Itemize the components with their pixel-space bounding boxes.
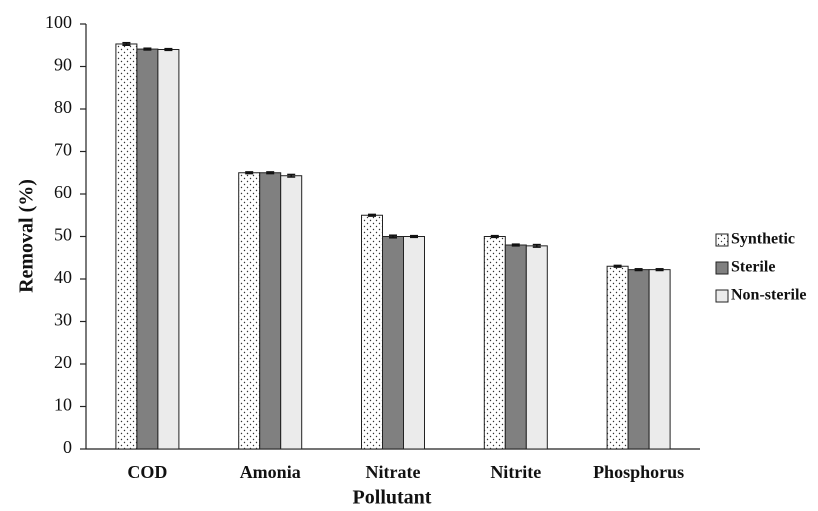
error-bar bbox=[164, 47, 173, 52]
x-axis-title: Pollutant bbox=[353, 487, 432, 509]
y-tick-label: 100 bbox=[45, 12, 72, 32]
error-bar bbox=[143, 47, 152, 51]
error-bar bbox=[266, 171, 275, 175]
bar bbox=[504, 244, 527, 450]
error-bar bbox=[287, 173, 296, 178]
bar bbox=[136, 48, 159, 450]
y-axis-title: Removal (%) bbox=[16, 179, 38, 293]
legend-label: Non-sterile bbox=[731, 287, 807, 304]
bar bbox=[483, 236, 506, 450]
error-bar bbox=[122, 41, 131, 46]
bar bbox=[382, 236, 404, 450]
x-tick-label: Nitrate bbox=[366, 462, 421, 482]
bar bbox=[259, 172, 282, 450]
y-tick-label: 30 bbox=[54, 310, 72, 330]
x-tick-label: Nitrite bbox=[490, 462, 541, 482]
y-tick-label: 60 bbox=[54, 182, 72, 202]
y-tick-label: 80 bbox=[54, 97, 72, 117]
bar bbox=[115, 43, 138, 450]
bar bbox=[627, 269, 650, 450]
error-bar bbox=[410, 234, 418, 239]
legend-swatch bbox=[715, 289, 729, 303]
legend-label: Synthetic bbox=[731, 231, 795, 248]
bar bbox=[606, 265, 629, 450]
y-tick-label: 50 bbox=[54, 225, 72, 245]
y-tick-label: 0 bbox=[63, 437, 72, 457]
x-tick-label: COD bbox=[127, 462, 167, 482]
bar bbox=[525, 245, 548, 450]
x-tick-label: Amonia bbox=[240, 462, 301, 482]
error-bar bbox=[532, 243, 541, 248]
x-tick-label: Phosphorus bbox=[593, 462, 684, 482]
error-bar bbox=[511, 243, 520, 247]
y-tick-label: 90 bbox=[54, 55, 72, 75]
bar bbox=[238, 172, 261, 450]
legend-swatch bbox=[715, 261, 729, 275]
error-bar bbox=[655, 268, 664, 272]
error-bar bbox=[389, 234, 397, 239]
y-tick-label: 10 bbox=[54, 395, 72, 415]
error-bar bbox=[368, 213, 376, 217]
bar bbox=[157, 49, 180, 450]
error-bar bbox=[613, 264, 622, 268]
bar bbox=[361, 214, 383, 450]
error-bar bbox=[490, 234, 499, 239]
y-tick-label: 40 bbox=[54, 267, 72, 287]
y-tick-label: 20 bbox=[54, 352, 72, 372]
error-bar bbox=[634, 268, 643, 272]
bar bbox=[280, 175, 303, 450]
bar bbox=[648, 269, 671, 450]
legend-swatch bbox=[715, 233, 729, 247]
bar bbox=[403, 236, 425, 450]
y-tick-label: 70 bbox=[54, 140, 72, 160]
error-bar bbox=[245, 171, 254, 175]
legend-label: Sterile bbox=[731, 259, 775, 276]
